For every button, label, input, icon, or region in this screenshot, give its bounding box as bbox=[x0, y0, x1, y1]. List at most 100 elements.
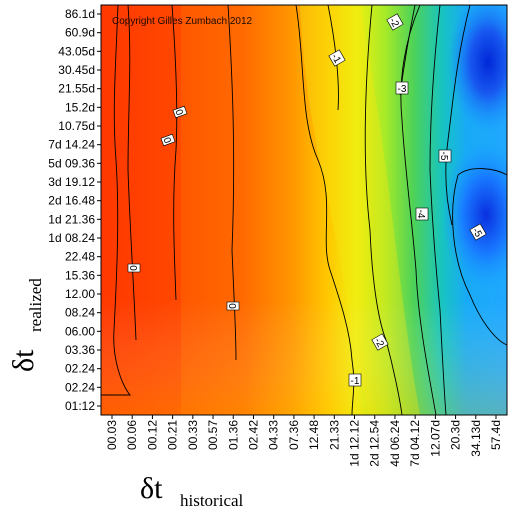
y-tick-label: 43.05d bbox=[58, 44, 95, 58]
contour-label-box bbox=[415, 207, 429, 221]
y-tick-label: 60.9d bbox=[65, 26, 95, 40]
y-tick-label: 22.48 bbox=[65, 250, 95, 264]
plot-frame bbox=[100, 4, 508, 416]
contour-label-text: 0 bbox=[172, 108, 184, 117]
contour-label: 0 bbox=[160, 133, 176, 147]
contour-label: -5 bbox=[438, 149, 452, 163]
contour-line bbox=[445, 5, 471, 226]
contour-line bbox=[101, 5, 131, 396]
contour-label-text: 0 bbox=[127, 265, 138, 271]
x-axis-ticks: 00.03 00.06 00.12 00.21 00.33 00.57 01.36 02.42… bbox=[105, 415, 503, 467]
y-tick-label: 21.55d bbox=[58, 82, 95, 96]
contour-label-box bbox=[226, 301, 240, 311]
contour-lines bbox=[101, 5, 507, 415]
contour-label-box bbox=[469, 223, 487, 241]
y-tick-label: 06.00 bbox=[65, 324, 95, 338]
contour-label: 0 bbox=[226, 301, 240, 311]
contour-label-box bbox=[395, 81, 409, 95]
x-tick-label: 21.33 bbox=[327, 420, 341, 450]
x-tick-label: 00.21 bbox=[166, 420, 180, 450]
x-tick-label: 02.42 bbox=[246, 420, 260, 450]
copyright-text: Copyright Gilles Zumbach 2012 bbox=[112, 16, 253, 27]
y-tick-label: 08.24 bbox=[65, 306, 95, 320]
contour-line bbox=[127, 5, 137, 341]
contour-label-box bbox=[328, 49, 346, 67]
contour-label-box bbox=[386, 13, 404, 31]
x-tick-label: 7d 04.12 bbox=[408, 420, 422, 467]
x-tick-label: 04.33 bbox=[267, 420, 281, 450]
x-tick-label: 12.07d bbox=[428, 420, 442, 457]
contour-label: -5 bbox=[469, 223, 487, 241]
contour-label: -2 bbox=[371, 333, 389, 351]
y-axis-label-symbol: δt bbox=[7, 349, 40, 372]
x-tick-label: 00.12 bbox=[145, 420, 159, 450]
contour-label: -3 bbox=[395, 81, 409, 95]
contour-label-text: -5 bbox=[438, 152, 449, 161]
contour-label-box bbox=[438, 149, 452, 163]
contour-label-text: -4 bbox=[415, 210, 426, 219]
y-tick-label: 1d 21.36 bbox=[48, 212, 95, 226]
x-tick-label: 4d 06.24 bbox=[388, 420, 402, 467]
contour-label-text: 0 bbox=[226, 303, 237, 309]
contour-label-box bbox=[348, 373, 362, 387]
contour-label: -4 bbox=[415, 207, 429, 221]
y-axis-label-subscript: realized bbox=[26, 278, 45, 332]
contour-labels: 0 0 0 0 -1 -1 -2 -2 -3 -4 -5 -5 bbox=[127, 13, 487, 387]
contour-label-box bbox=[127, 263, 141, 273]
y-axis-ticks: 86.1d 60.9d 43.05d 30.45d 21.55d 15.2d 10.75d 7… bbox=[48, 7, 101, 413]
y-tick-label: 5d 09.36 bbox=[48, 156, 95, 170]
contour-line bbox=[227, 5, 237, 361]
x-tick-label: 1d 12.12 bbox=[348, 420, 362, 467]
x-tick-label: 57.4d bbox=[489, 420, 503, 450]
contour-label: -1 bbox=[348, 373, 362, 387]
y-tick-label: 03.36 bbox=[65, 343, 95, 357]
y-tick-label: 2d 16.48 bbox=[48, 194, 95, 208]
y-tick-label: 01:12 bbox=[65, 399, 95, 413]
contour-line bbox=[400, 5, 437, 415]
contour-label: -2 bbox=[386, 13, 404, 31]
contour-label-text: -3 bbox=[398, 84, 407, 95]
y-tick-label: 10.75d bbox=[58, 119, 95, 133]
contour-line bbox=[295, 5, 355, 415]
x-tick-label: 00.06 bbox=[125, 420, 139, 450]
contour-label: 0 bbox=[172, 105, 188, 119]
y-tick-label: 15.2d bbox=[65, 100, 95, 114]
contour-label-text: -1 bbox=[351, 376, 360, 387]
y-tick-label: 86.1d bbox=[65, 7, 95, 21]
contour-label-box bbox=[172, 105, 188, 119]
x-tick-label: 00.33 bbox=[186, 420, 200, 450]
contour-line bbox=[429, 5, 447, 415]
heatmap-deep-blue-mid bbox=[442, 140, 507, 290]
heatmap-bottom-fade bbox=[101, 300, 507, 415]
x-tick-label: 12.48 bbox=[307, 420, 321, 450]
contour-line bbox=[452, 168, 507, 346]
y-tick-label: 1d 08.24 bbox=[48, 231, 95, 245]
heatmap-plot-area: 0 0 0 0 -1 -1 -2 -2 -3 -4 -5 -5 bbox=[101, 5, 507, 415]
y-tick-label: 02.24 bbox=[65, 362, 95, 376]
x-tick-label: 2d 12.54 bbox=[368, 420, 382, 467]
x-tick-label: 07.36 bbox=[287, 420, 301, 450]
contour-line bbox=[364, 5, 403, 415]
y-tick-label: 30.45d bbox=[58, 63, 95, 77]
contour-label: 0 bbox=[127, 263, 141, 273]
x-tick-label: 01.36 bbox=[226, 420, 240, 450]
x-tick-label: 20.3d bbox=[449, 420, 463, 450]
y-tick-label: 3d 19.12 bbox=[48, 175, 95, 189]
x-tick-label: 00.03 bbox=[105, 420, 119, 450]
contour-label-box bbox=[371, 333, 389, 351]
y-tick-label: 15.36 bbox=[65, 268, 95, 282]
contour-label: -1 bbox=[328, 49, 346, 67]
y-tick-label: 02.24 bbox=[65, 380, 95, 394]
x-tick-label: 34.13d bbox=[469, 420, 483, 457]
contour-label-box bbox=[160, 133, 176, 147]
y-axis-label: δt realized bbox=[7, 278, 45, 372]
y-tick-label: 7d 14.24 bbox=[48, 138, 95, 152]
x-axis-label-symbol: δt bbox=[140, 472, 163, 505]
x-axis-label-subscript: historical bbox=[180, 491, 244, 510]
y-tick-label: 12.00 bbox=[65, 287, 95, 301]
x-axis-label: δt historical bbox=[140, 472, 244, 510]
contour-line bbox=[171, 5, 178, 301]
x-tick-label: 00.57 bbox=[206, 420, 220, 450]
contour-label-text: 0 bbox=[160, 136, 172, 145]
